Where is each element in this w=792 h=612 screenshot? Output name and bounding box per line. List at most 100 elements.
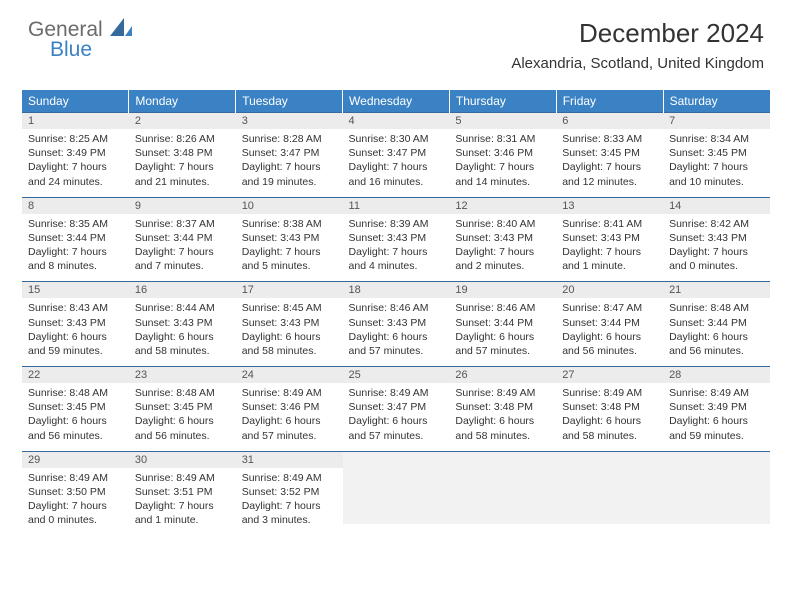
location-text: Alexandria, Scotland, United Kingdom [511,55,764,72]
day-number: 1 [22,113,129,129]
day-content: Sunrise: 8:42 AMSunset: 3:43 PMDaylight:… [663,214,770,282]
day-content: Sunrise: 8:34 AMSunset: 3:45 PMDaylight:… [663,129,770,197]
daylight-text-2: and 1 minute. [562,259,657,273]
daylight-text: Daylight: 7 hours [562,160,657,174]
sunset-text: Sunset: 3:45 PM [669,146,764,160]
day-content: Sunrise: 8:49 AMSunset: 3:47 PMDaylight:… [343,383,450,451]
daylight-text: Daylight: 7 hours [28,499,123,513]
day-cell: 26Sunrise: 8:49 AMSunset: 3:48 PMDayligh… [449,367,556,452]
sunrise-text: Sunrise: 8:48 AM [135,386,230,400]
day-content: Sunrise: 8:48 AMSunset: 3:45 PMDaylight:… [22,383,129,451]
day-content: Sunrise: 8:49 AMSunset: 3:46 PMDaylight:… [236,383,343,451]
daylight-text-2: and 1 minute. [135,513,230,527]
sunset-text: Sunset: 3:43 PM [455,231,550,245]
daylight-text-2: and 16 minutes. [349,175,444,189]
sail-icon [110,18,132,36]
day-number: 12 [449,198,556,214]
day-cell: 1Sunrise: 8:25 AMSunset: 3:49 PMDaylight… [22,113,129,198]
daylight-text-2: and 57 minutes. [349,344,444,358]
daylight-text: Daylight: 7 hours [562,245,657,259]
sunset-text: Sunset: 3:45 PM [562,146,657,160]
calendar-week-row: 22Sunrise: 8:48 AMSunset: 3:45 PMDayligh… [22,367,770,452]
sunrise-text: Sunrise: 8:49 AM [455,386,550,400]
sunset-text: Sunset: 3:45 PM [135,400,230,414]
day-cell: 11Sunrise: 8:39 AMSunset: 3:43 PMDayligh… [343,197,450,282]
sunrise-text: Sunrise: 8:44 AM [135,301,230,315]
sunrise-text: Sunrise: 8:48 AM [669,301,764,315]
daylight-text: Daylight: 6 hours [669,330,764,344]
sunset-text: Sunset: 3:43 PM [349,231,444,245]
daylight-text: Daylight: 7 hours [669,160,764,174]
logo: General Blue [28,18,132,42]
calendar-week-row: 8Sunrise: 8:35 AMSunset: 3:44 PMDaylight… [22,197,770,282]
sunrise-text: Sunrise: 8:49 AM [135,471,230,485]
day-content: Sunrise: 8:48 AMSunset: 3:44 PMDaylight:… [663,298,770,366]
day-cell: 24Sunrise: 8:49 AMSunset: 3:46 PMDayligh… [236,367,343,452]
sunset-text: Sunset: 3:45 PM [28,400,123,414]
daylight-text-2: and 58 minutes. [455,429,550,443]
daylight-text-2: and 0 minutes. [28,513,123,527]
day-cell: 29Sunrise: 8:49 AMSunset: 3:50 PMDayligh… [22,451,129,535]
day-number [556,452,663,468]
daylight-text-2: and 57 minutes. [349,429,444,443]
sunset-text: Sunset: 3:43 PM [28,316,123,330]
sunset-text: Sunset: 3:44 PM [455,316,550,330]
sunrise-text: Sunrise: 8:46 AM [349,301,444,315]
daylight-text-2: and 2 minutes. [455,259,550,273]
day-number: 17 [236,282,343,298]
sunset-text: Sunset: 3:49 PM [669,400,764,414]
day-cell: 17Sunrise: 8:45 AMSunset: 3:43 PMDayligh… [236,282,343,367]
daylight-text-2: and 56 minutes. [562,344,657,358]
day-number: 13 [556,198,663,214]
daylight-text-2: and 8 minutes. [28,259,123,273]
sunrise-text: Sunrise: 8:37 AM [135,217,230,231]
sunrise-text: Sunrise: 8:40 AM [455,217,550,231]
daylight-text: Daylight: 7 hours [669,245,764,259]
daylight-text-2: and 56 minutes. [135,429,230,443]
day-content [556,468,663,524]
day-number [449,452,556,468]
daylight-text: Daylight: 7 hours [242,499,337,513]
daylight-text: Daylight: 6 hours [669,414,764,428]
day-cell: 20Sunrise: 8:47 AMSunset: 3:44 PMDayligh… [556,282,663,367]
day-cell: 30Sunrise: 8:49 AMSunset: 3:51 PMDayligh… [129,451,236,535]
sunrise-text: Sunrise: 8:49 AM [669,386,764,400]
sunset-text: Sunset: 3:46 PM [242,400,337,414]
day-content: Sunrise: 8:35 AMSunset: 3:44 PMDaylight:… [22,214,129,282]
day-cell: 2Sunrise: 8:26 AMSunset: 3:48 PMDaylight… [129,113,236,198]
day-cell: 28Sunrise: 8:49 AMSunset: 3:49 PMDayligh… [663,367,770,452]
day-cell: 22Sunrise: 8:48 AMSunset: 3:45 PMDayligh… [22,367,129,452]
day-number: 9 [129,198,236,214]
day-content: Sunrise: 8:41 AMSunset: 3:43 PMDaylight:… [556,214,663,282]
day-cell: 25Sunrise: 8:49 AMSunset: 3:47 PMDayligh… [343,367,450,452]
daylight-text: Daylight: 6 hours [242,330,337,344]
sunset-text: Sunset: 3:51 PM [135,485,230,499]
day-number: 30 [129,452,236,468]
daylight-text: Daylight: 6 hours [455,414,550,428]
day-cell: 5Sunrise: 8:31 AMSunset: 3:46 PMDaylight… [449,113,556,198]
sunset-text: Sunset: 3:44 PM [669,316,764,330]
sunrise-text: Sunrise: 8:35 AM [28,217,123,231]
title-block: December 2024 Alexandria, Scotland, Unit… [511,18,764,72]
empty-cell [663,451,770,535]
daylight-text-2: and 19 minutes. [242,175,337,189]
sunset-text: Sunset: 3:52 PM [242,485,337,499]
sunset-text: Sunset: 3:47 PM [349,400,444,414]
sunrise-text: Sunrise: 8:31 AM [455,132,550,146]
day-cell: 6Sunrise: 8:33 AMSunset: 3:45 PMDaylight… [556,113,663,198]
day-cell: 4Sunrise: 8:30 AMSunset: 3:47 PMDaylight… [343,113,450,198]
day-number: 11 [343,198,450,214]
day-content: Sunrise: 8:49 AMSunset: 3:48 PMDaylight:… [556,383,663,451]
day-content: Sunrise: 8:45 AMSunset: 3:43 PMDaylight:… [236,298,343,366]
sunrise-text: Sunrise: 8:28 AM [242,132,337,146]
sunrise-text: Sunrise: 8:38 AM [242,217,337,231]
sunrise-text: Sunrise: 8:42 AM [669,217,764,231]
day-content: Sunrise: 8:49 AMSunset: 3:52 PMDaylight:… [236,468,343,536]
day-number: 24 [236,367,343,383]
day-number: 15 [22,282,129,298]
sunset-text: Sunset: 3:47 PM [242,146,337,160]
sunrise-text: Sunrise: 8:25 AM [28,132,123,146]
day-content: Sunrise: 8:46 AMSunset: 3:43 PMDaylight:… [343,298,450,366]
daylight-text-2: and 3 minutes. [242,513,337,527]
daylight-text: Daylight: 6 hours [349,414,444,428]
